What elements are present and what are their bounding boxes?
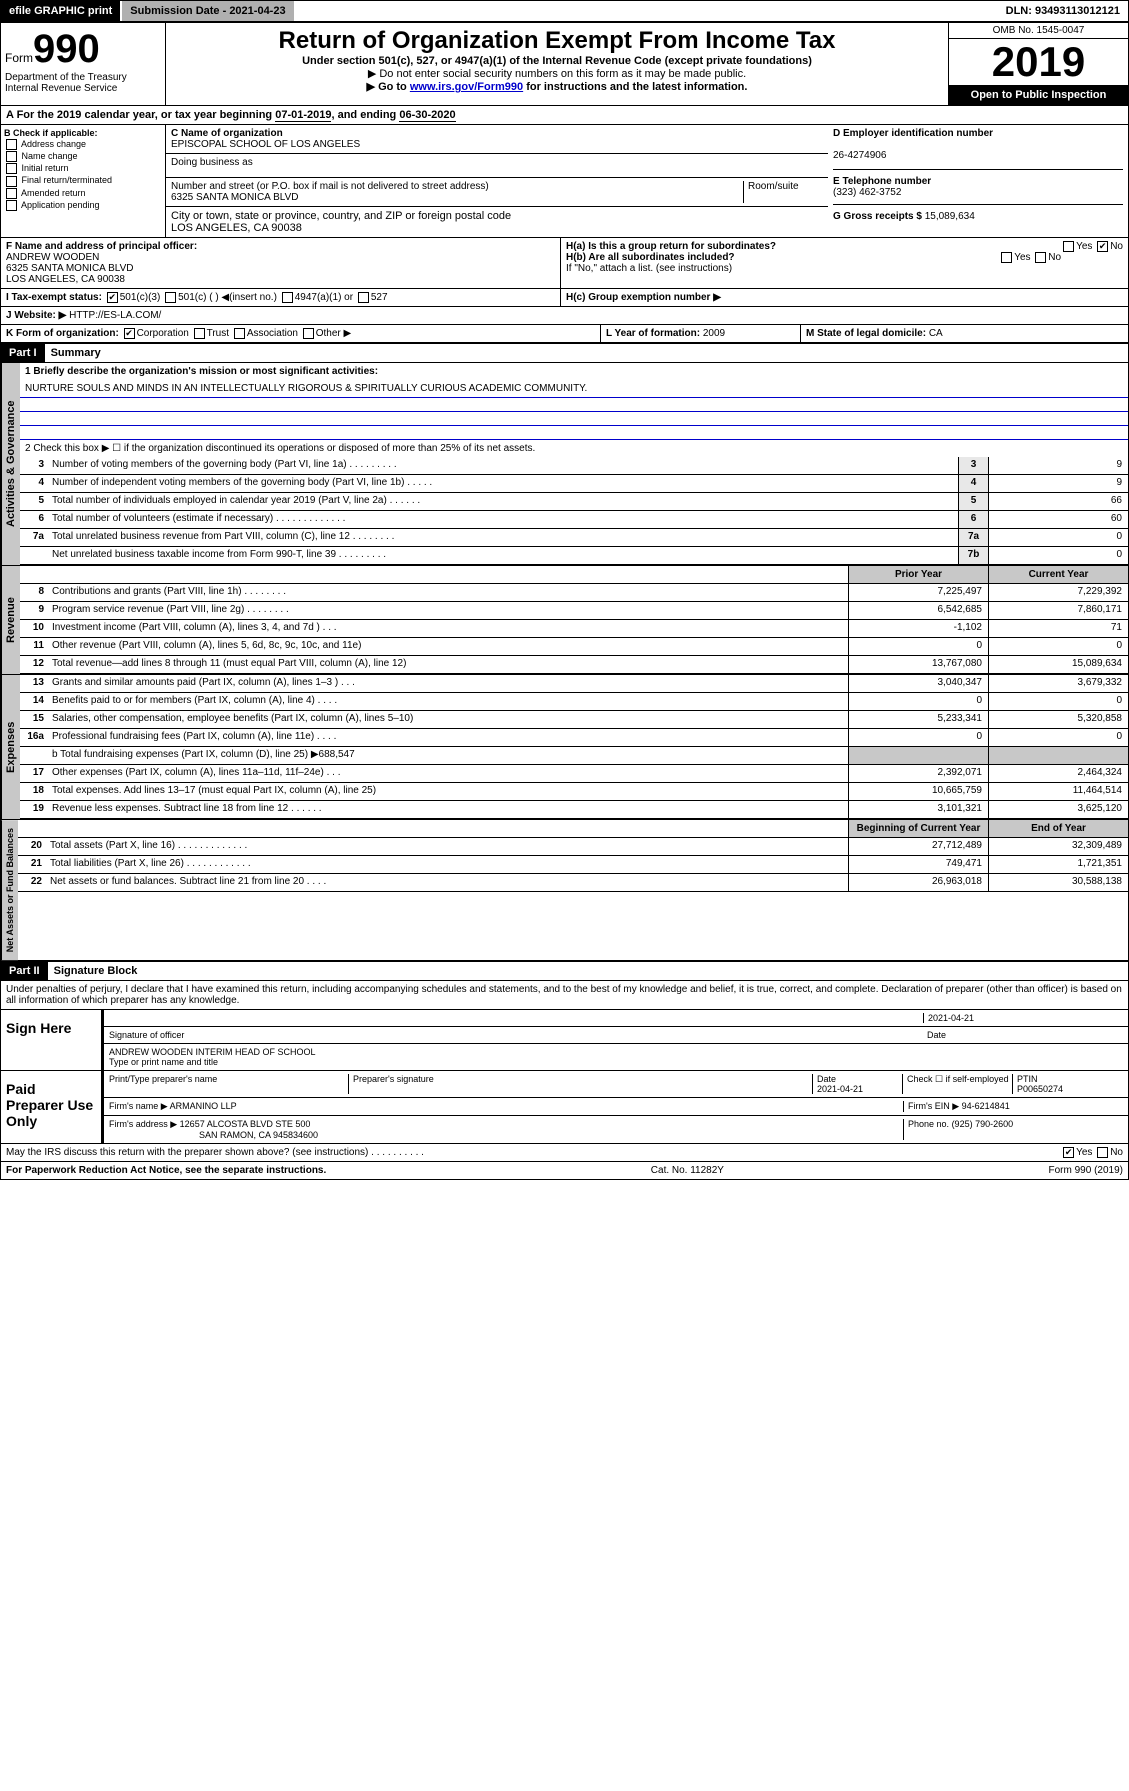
expenses-label: Expenses (1, 675, 20, 819)
submission-date: Submission Date - 2021-04-23 (122, 1, 293, 21)
identity-row: B Check if applicable: Address change Na… (0, 125, 1129, 238)
open-inspection: Open to Public Inspection (949, 85, 1128, 105)
netassets-section: Net Assets or Fund Balances Beginning of… (0, 819, 1129, 961)
revenue-label: Revenue (1, 566, 20, 674)
box-m: M State of legal domicile: CA (801, 325, 1128, 342)
part2-header: Part II Signature Block (0, 961, 1129, 981)
checkbox-option[interactable]: Name change (4, 151, 162, 162)
summary-line: 5Total number of individuals employed in… (20, 493, 1128, 511)
summary-line: 17Other expenses (Part IX, column (A), l… (20, 765, 1128, 783)
dln: DLN: 93493113012121 (998, 1, 1128, 21)
irs-link[interactable]: www.irs.gov/Form990 (410, 81, 523, 93)
summary-line: 11Other revenue (Part VIII, column (A), … (20, 638, 1128, 656)
box-i: I Tax-exempt status: ✔501(c)(3) 501(c) (… (1, 289, 561, 306)
footer: For Paperwork Reduction Act Notice, see … (0, 1162, 1129, 1180)
subtitle2: ▶ Do not enter social security numbers o… (170, 67, 944, 80)
part1-header: Part I Summary (0, 343, 1129, 363)
sign-here-label: Sign Here (1, 1010, 101, 1070)
checkbox-option[interactable]: Initial return (4, 163, 162, 174)
form-title: Return of Organization Exempt From Incom… (170, 27, 944, 55)
summary-line: 7aTotal unrelated business revenue from … (20, 529, 1128, 547)
checkbox-option[interactable]: Application pending (4, 200, 162, 211)
subtitle3: ▶ Go to www.irs.gov/Form990 for instruct… (170, 80, 944, 93)
checkbox-option[interactable]: Amended return (4, 188, 162, 199)
summary-line: Net unrelated business taxable income fr… (20, 547, 1128, 565)
top-bar: efile GRAPHIC print Submission Date - 20… (0, 0, 1129, 22)
revenue-section: Revenue Prior YearCurrent Year 8Contribu… (0, 565, 1129, 674)
governance-label: Activities & Governance (1, 363, 20, 565)
summary-line: 6Total number of volunteers (estimate if… (20, 511, 1128, 529)
box-k: K Form of organization: ✔Corporation Tru… (1, 325, 601, 342)
summary-line: 19Revenue less expenses. Subtract line 1… (20, 801, 1128, 819)
status-row: I Tax-exempt status: ✔501(c)(3) 501(c) (… (0, 289, 1129, 307)
summary-line: 21Total liabilities (Part X, line 26) . … (18, 856, 1128, 874)
summary-line: 4Number of independent voting members of… (20, 475, 1128, 493)
website-row: J Website: ▶ HTTP://ES-LA.COM/ (0, 307, 1129, 325)
form-header: Form990 Department of the Treasury Inter… (0, 22, 1129, 106)
summary-line: 20Total assets (Part X, line 16) . . . .… (18, 838, 1128, 856)
box-c: C Name of organizationEPISCOPAL SCHOOL O… (166, 125, 828, 237)
efile-btn[interactable]: efile GRAPHIC print (1, 1, 120, 21)
discuss-row: May the IRS discuss this return with the… (0, 1144, 1129, 1162)
summary-line: 22Net assets or fund balances. Subtract … (18, 874, 1128, 892)
box-f: F Name and address of principal officer:… (1, 238, 561, 288)
checkbox-option[interactable]: Final return/terminated (4, 175, 162, 186)
checkbox-option[interactable]: Address change (4, 139, 162, 150)
box-hc: H(c) Group exemption number ▶ (561, 289, 1128, 306)
summary-line: 18Total expenses. Add lines 13–17 (must … (20, 783, 1128, 801)
summary-line: 13Grants and similar amounts paid (Part … (20, 675, 1128, 693)
summary-line: 15Salaries, other compensation, employee… (20, 711, 1128, 729)
box-b: B Check if applicable: Address change Na… (1, 125, 166, 237)
officer-h-row: F Name and address of principal officer:… (0, 238, 1129, 289)
netassets-label: Net Assets or Fund Balances (1, 820, 18, 960)
summary-line: 16aProfessional fundraising fees (Part I… (20, 729, 1128, 747)
form-id-block: Form990 Department of the Treasury Inter… (1, 23, 166, 105)
line-2: 2 Check this box ▶ ☐ if the organization… (20, 440, 1128, 457)
summary-line: 9Program service revenue (Part VIII, lin… (20, 602, 1128, 620)
title-block: Return of Organization Exempt From Incom… (166, 23, 948, 105)
period-row: A For the 2019 calendar year, or tax yea… (0, 106, 1129, 125)
sign-section: Sign Here 2021-04-21 Signature of office… (0, 1009, 1129, 1144)
box-j: J Website: ▶ HTTP://ES-LA.COM/ (1, 307, 1128, 324)
governance-section: Activities & Governance 1 Briefly descri… (0, 363, 1129, 565)
summary-line: 10Investment income (Part VIII, column (… (20, 620, 1128, 638)
dept: Department of the Treasury Internal Reve… (5, 72, 161, 94)
summary-line: 12Total revenue—add lines 8 through 11 (… (20, 656, 1128, 674)
box-d-e-g: D Employer identification number26-42749… (828, 125, 1128, 237)
omb: OMB No. 1545-0047 (949, 23, 1128, 39)
summary-line: 8Contributions and grants (Part VIII, li… (20, 584, 1128, 602)
subtitle1: Under section 501(c), 527, or 4947(a)(1)… (170, 55, 944, 67)
org-form-row: K Form of organization: ✔Corporation Tru… (0, 325, 1129, 343)
expenses-section: Expenses 13Grants and similar amounts pa… (0, 674, 1129, 819)
line-1: 1 Briefly describe the organization's mi… (20, 363, 1128, 380)
perjury: Under penalties of perjury, I declare th… (0, 981, 1129, 1009)
box-h: H(a) Is this a group return for subordin… (561, 238, 1128, 288)
tax-year: 2019 (949, 39, 1128, 85)
summary-line: 14Benefits paid to or for members (Part … (20, 693, 1128, 711)
year-block: OMB No. 1545-0047 2019 Open to Public In… (948, 23, 1128, 105)
box-l: L Year of formation: 2009 (601, 325, 801, 342)
paid-preparer-label: Paid Preparer Use Only (1, 1071, 101, 1143)
mission-text: NURTURE SOULS AND MINDS IN AN INTELLECTU… (20, 380, 1128, 398)
summary-line: 3Number of voting members of the governi… (20, 457, 1128, 475)
